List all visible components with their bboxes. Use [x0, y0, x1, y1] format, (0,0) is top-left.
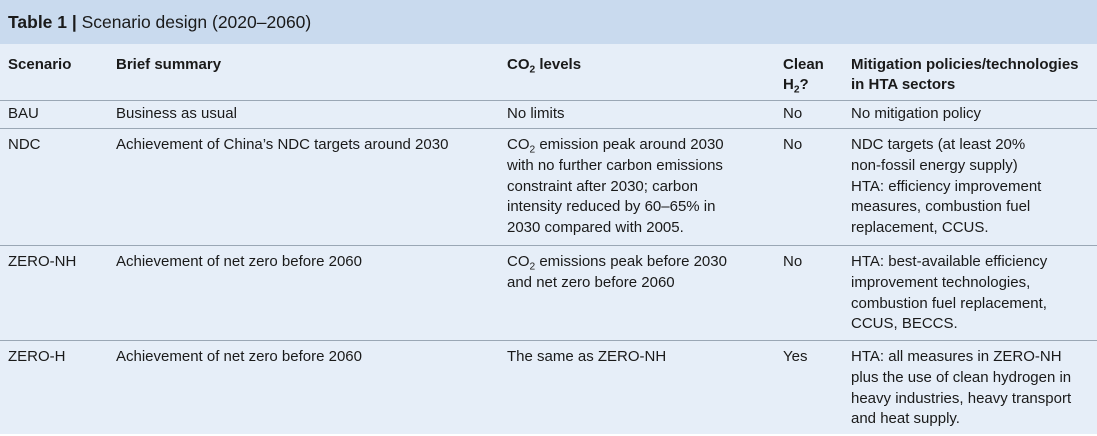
cell-mitigation-line: non-fossil energy supply)	[851, 156, 1018, 174]
header-co2-text: CO	[507, 56, 530, 73]
cell-mitigation-line: CCUS, BECCS.	[851, 315, 958, 333]
cell-co2: The same as ZERO-NH	[507, 347, 775, 368]
header-co2-levels: CO2 levels	[507, 55, 775, 75]
cell-mitigation-line: HTA: best-available efficiency	[851, 253, 1048, 270]
cell-co2-line: 2030 compared with 2005.	[507, 219, 684, 237]
cell-mitigation-line: HTA: all measures in ZERO-NH	[851, 348, 1062, 365]
cell-mitigation-line: replacement, CCUS.	[851, 219, 989, 237]
header-clean-line1: Clean	[783, 56, 824, 73]
table-number: Table 1 |	[8, 12, 77, 32]
cell-summary: Achievement of net zero before 2060	[116, 253, 362, 270]
cell-scenario: ZERO-H	[8, 348, 66, 365]
co2-text: CO	[507, 136, 530, 153]
table-caption: Table 1 | Scenario design (2020–2060)	[0, 0, 1097, 44]
cell-clean-h2: No	[783, 105, 803, 122]
co2-suffix: emission peak around 2030	[535, 136, 724, 153]
header-clean-line2: H2?	[783, 75, 843, 95]
cell-mitigation-line: plus the use of clean hydrogen in	[851, 368, 1072, 386]
table-row-zero-nh: ZERO-NH Achievement of net zero before 2…	[0, 246, 1097, 341]
cell-co2: No limits	[507, 104, 775, 125]
header-summary: Brief summary	[116, 56, 222, 73]
co2-suffix: emissions peak before 2030	[535, 253, 727, 270]
cell-clean-h2: Yes	[783, 348, 808, 365]
header-clean-h2: Clean H2?	[783, 55, 843, 95]
cell-co2: CO2 emission peak around 2030 with no fu…	[507, 135, 775, 239]
header-mitigation-line1: Mitigation policies/technologies	[851, 56, 1079, 73]
cell-co2-line: No limits	[507, 105, 565, 122]
header-mitigation: Mitigation policies/technologies in HTA …	[851, 55, 1093, 95]
header-h-text: H	[783, 76, 794, 93]
co2-text: CO	[507, 253, 530, 270]
header-co2-suffix: levels	[535, 56, 582, 73]
cell-mitigation: NDC targets (at least 20% non-fossil ene…	[851, 135, 1093, 239]
cell-scenario: BAU	[8, 105, 39, 122]
cell-scenario: ZERO-NH	[8, 253, 77, 270]
cell-mitigation-line: measures, combustion fuel	[851, 198, 1031, 216]
cell-co2-line: intensity reduced by 60–65% in	[507, 198, 716, 216]
header-question-mark: ?	[799, 76, 809, 93]
cell-co2-line: constraint after 2030; carbon	[507, 177, 698, 195]
co2-subscript: 2	[529, 261, 536, 273]
table-row-bau: BAU Business as usual No limits No No mi…	[0, 101, 1097, 129]
cell-summary: Achievement of net zero before 2060	[116, 348, 362, 365]
header-co2-subscript: 2	[529, 64, 536, 76]
header-h-subscript: 2	[793, 84, 800, 96]
cell-co2-line: and net zero before 2060	[507, 273, 675, 291]
cell-mitigation: HTA: all measures in ZERO-NH plus the us…	[851, 347, 1093, 430]
cell-clean-h2: No	[783, 136, 803, 153]
cell-mitigation-line: No mitigation policy	[851, 105, 982, 122]
cell-mitigation-line: improvement technologies,	[851, 273, 1031, 291]
cell-summary: Business as usual	[116, 105, 237, 122]
cell-co2-line: with no further carbon emissions	[507, 156, 723, 174]
cell-co2-line: CO2 emission peak around 2030	[507, 135, 775, 156]
table-row-ndc: NDC Achievement of China’s NDC targets a…	[0, 129, 1097, 246]
cell-mitigation: HTA: best-available efficiency improveme…	[851, 252, 1093, 335]
cell-co2-line: The same as ZERO-NH	[507, 348, 667, 365]
cell-clean-h2: No	[783, 253, 803, 270]
table-header-row: Scenario Brief summary CO2 levels Clean …	[0, 44, 1097, 101]
cell-scenario: NDC	[8, 136, 41, 153]
header-mitigation-line2: in HTA sectors	[851, 76, 956, 93]
cell-mitigation-line: HTA: efficiency improvement	[851, 177, 1042, 195]
cell-mitigation-line: heavy industries, heavy transport	[851, 389, 1072, 407]
cell-summary: Achievement of China’s NDC targets aroun…	[116, 136, 449, 153]
cell-mitigation-line: NDC targets (at least 20%	[851, 136, 1026, 153]
co2-subscript: 2	[529, 144, 536, 156]
cell-co2-line: CO2 emissions peak before 2030	[507, 252, 775, 273]
cell-co2: CO2 emissions peak before 2030 and net z…	[507, 252, 775, 294]
cell-mitigation-line: and heat supply.	[851, 410, 960, 428]
table-title: Scenario design (2020–2060)	[76, 12, 312, 32]
cell-mitigation: No mitigation policy	[851, 104, 1093, 125]
header-scenario: Scenario	[8, 56, 72, 73]
cell-mitigation-line: combustion fuel replacement,	[851, 294, 1047, 312]
table-row-zero-h: ZERO-H Achievement of net zero before 20…	[0, 341, 1097, 436]
